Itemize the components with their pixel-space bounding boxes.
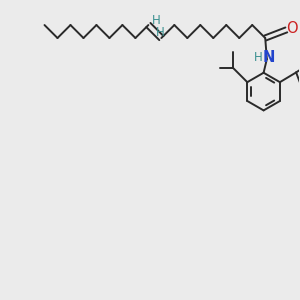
Text: O: O xyxy=(286,21,298,36)
Text: H: H xyxy=(156,26,165,39)
Text: H: H xyxy=(152,14,161,27)
Text: N: N xyxy=(262,50,275,65)
Text: H: H xyxy=(254,51,262,64)
